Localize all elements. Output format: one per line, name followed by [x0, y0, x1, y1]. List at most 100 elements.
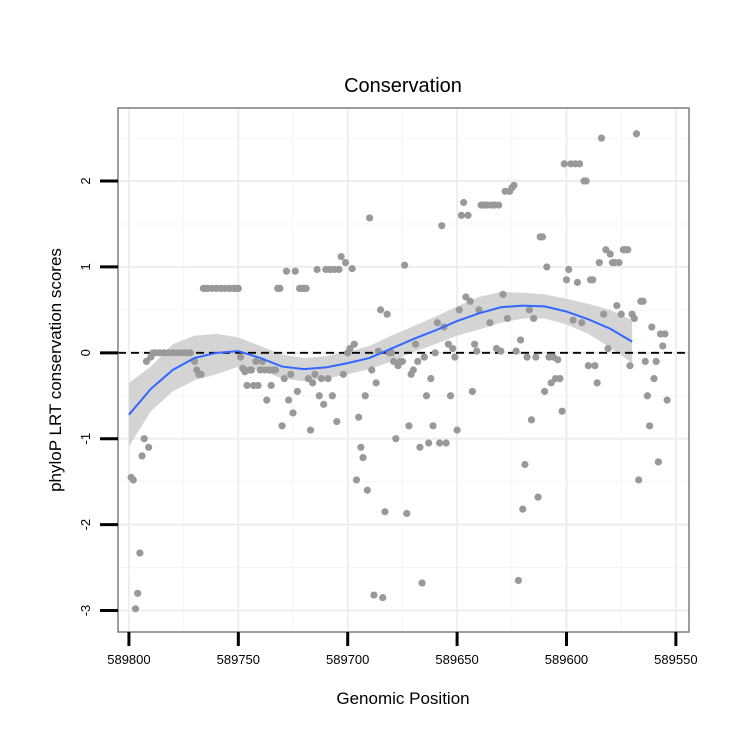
- data-point: [591, 362, 599, 370]
- data-point: [409, 366, 417, 374]
- data-point: [514, 576, 522, 585]
- y-tick-label: -2: [78, 519, 93, 531]
- data-point: [131, 605, 140, 613]
- data-point: [576, 160, 584, 168]
- data-point: [495, 201, 503, 209]
- data-point: [427, 374, 435, 383]
- data-point: [363, 486, 372, 494]
- data-point: [320, 400, 328, 408]
- data-point: [661, 330, 669, 338]
- data-point: [414, 357, 422, 366]
- data-point: [630, 314, 638, 323]
- data-point: [400, 261, 409, 269]
- data-point: [497, 347, 505, 355]
- data-point: [604, 344, 612, 353]
- data-point: [600, 310, 608, 318]
- x-tick-label: 589700: [326, 652, 369, 667]
- confidence-band: [128, 291, 633, 447]
- data-point: [287, 370, 295, 378]
- data-point: [573, 278, 582, 286]
- data-point: [512, 347, 520, 355]
- data-point: [381, 508, 389, 516]
- data-point: [315, 392, 323, 400]
- data-point: [302, 284, 310, 292]
- data-point: [370, 591, 378, 599]
- data-point: [405, 422, 413, 430]
- data-point: [646, 422, 654, 430]
- data-point: [560, 160, 568, 168]
- data-point: [473, 347, 481, 355]
- data-point: [420, 353, 428, 361]
- data-point: [632, 130, 641, 138]
- data-point: [538, 233, 547, 241]
- data-point: [593, 379, 601, 387]
- data-points: [127, 130, 671, 613]
- data-point: [350, 340, 358, 348]
- data-point: [652, 357, 660, 366]
- data-point: [635, 476, 643, 484]
- data-point: [243, 381, 251, 390]
- data-point: [333, 417, 341, 426]
- data-point: [558, 407, 566, 415]
- data-point: [271, 366, 280, 374]
- confidence-band-area: [128, 291, 633, 447]
- data-point: [282, 267, 291, 275]
- data-point: [606, 250, 614, 258]
- data-point: [422, 392, 431, 400]
- data-point: [348, 265, 356, 273]
- y-tick-label: -1: [78, 433, 93, 445]
- data-point: [519, 505, 527, 513]
- data-point: [615, 259, 623, 267]
- data-point: [309, 379, 317, 387]
- plot-border: [117, 107, 690, 633]
- data-point: [516, 336, 525, 344]
- data-point: [466, 297, 474, 305]
- data-point: [186, 349, 194, 357]
- data-point: [486, 319, 494, 327]
- data-point: [254, 381, 262, 390]
- data-point: [659, 342, 667, 350]
- data-point: [136, 549, 144, 557]
- data-point: [475, 306, 483, 314]
- x-axis-label: Genomic Position: [336, 689, 469, 708]
- data-point: [451, 353, 459, 361]
- data-point: [534, 493, 542, 501]
- data-point: [276, 284, 284, 292]
- data-point: [341, 259, 350, 267]
- smooth-trend-line: [128, 304, 633, 416]
- data-point: [398, 357, 407, 366]
- y-axis-ticks: -3 -2 -1 0 1 2: [78, 177, 118, 616]
- data-point: [521, 460, 529, 469]
- data-point: [267, 381, 275, 390]
- data-point: [589, 276, 597, 284]
- data-point: [639, 297, 647, 305]
- data-point: [525, 306, 533, 314]
- data-point: [597, 134, 606, 142]
- data-point: [429, 422, 437, 430]
- data-point: [289, 409, 297, 417]
- data-point: [565, 265, 573, 274]
- data-point: [376, 306, 385, 314]
- data-point: [663, 396, 671, 404]
- data-point: [418, 579, 426, 587]
- data-point: [313, 265, 321, 274]
- data-point: [357, 443, 365, 451]
- data-point: [433, 319, 442, 327]
- x-tick-label: 589800: [107, 652, 150, 667]
- data-point: [324, 374, 332, 383]
- data-point: [411, 340, 420, 348]
- data-point: [365, 214, 374, 222]
- data-point: [527, 416, 536, 424]
- data-point: [541, 387, 549, 396]
- data-point: [464, 211, 472, 219]
- data-point: [460, 198, 468, 207]
- data-point: [337, 253, 345, 261]
- data-point: [523, 353, 531, 361]
- x-tick-label: 589600: [545, 652, 588, 667]
- y-tick-label: 0: [78, 349, 93, 356]
- data-point: [626, 362, 634, 370]
- data-point: [582, 177, 590, 185]
- x-axis-ticks: 589800 589750 589700 589650 589600 589550: [107, 632, 698, 667]
- data-point: [403, 509, 411, 518]
